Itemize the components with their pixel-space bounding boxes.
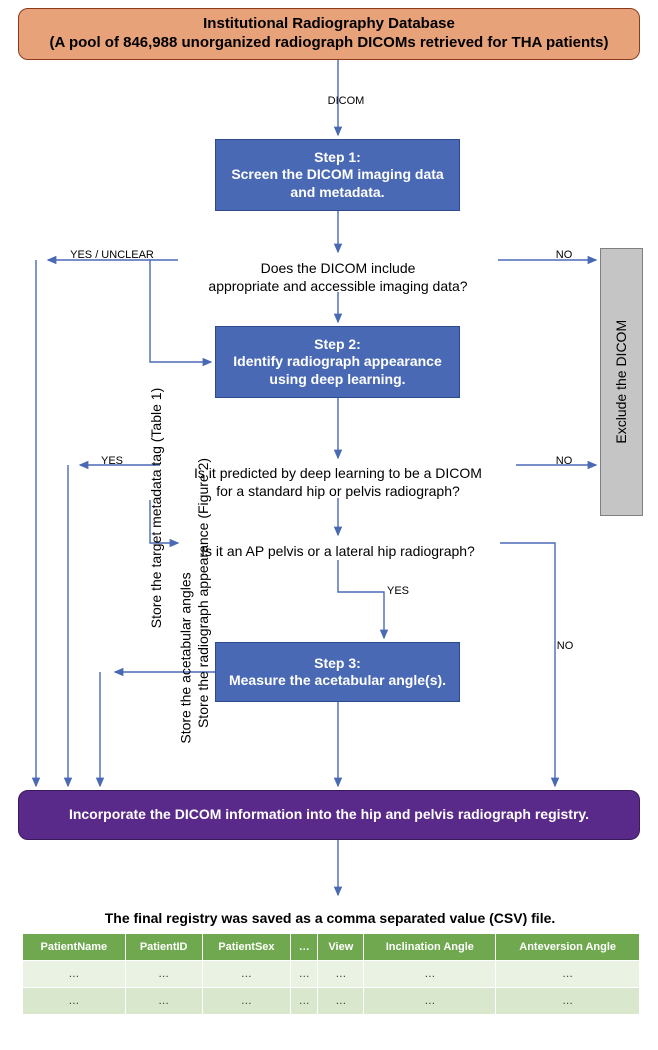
- table-cell: …: [291, 961, 318, 988]
- table-row: …………………: [23, 961, 640, 988]
- step-2-line3: using deep learning.: [233, 371, 442, 389]
- question-2-line2: for a standard hip or pelvis radiograph?: [158, 483, 518, 501]
- yes-label-2: YES: [101, 455, 123, 469]
- registry-label: Incorporate the DICOM information into t…: [69, 806, 589, 824]
- store-metadata-label: Store the target metadata tag (Table 1): [148, 388, 164, 628]
- table-header-cell: Inclination Angle: [364, 934, 496, 961]
- table-header-cell: PatientSex: [202, 934, 291, 961]
- exclude-box: Exclude the DICOM: [600, 248, 643, 516]
- table-cell: …: [202, 961, 291, 988]
- step-3-box: Step 3: Measure the acetabular angle(s).: [215, 642, 460, 702]
- question-2: Is it predicted by deep learning to be a…: [158, 465, 518, 500]
- step-2-title: Step 2:: [233, 336, 442, 354]
- table-cell: …: [23, 988, 126, 1015]
- table-cell: …: [23, 961, 126, 988]
- csv-table: PatientNamePatientIDPatientSex…ViewIncli…: [22, 933, 640, 1015]
- question-3: Is it an AP pelvis or a lateral hip radi…: [158, 543, 518, 561]
- header-subtitle: (A pool of 846,988 unorganized radiograp…: [50, 34, 609, 53]
- store-appearance-label: Store the radiograph appearance (Figure …: [195, 458, 211, 728]
- question-1-line1: Does the DICOM include: [178, 260, 498, 278]
- table-cell: …: [318, 988, 364, 1015]
- table-cell: …: [496, 988, 640, 1015]
- table-header-row: PatientNamePatientIDPatientSex…ViewIncli…: [23, 934, 640, 961]
- yes-label-3: YES: [387, 585, 409, 599]
- table-cell: …: [291, 988, 318, 1015]
- table-header-cell: Anteversion Angle: [496, 934, 640, 961]
- question-1-line2: appropriate and accessible imaging data?: [178, 278, 498, 296]
- table-header-cell: PatientID: [125, 934, 202, 961]
- database-header: Institutional Radiography Database (A po…: [18, 8, 640, 60]
- question-1: Does the DICOM include appropriate and a…: [178, 260, 498, 295]
- table-cell: …: [318, 961, 364, 988]
- no-label-1: NO: [556, 249, 573, 263]
- table-cell: …: [125, 961, 202, 988]
- table-body: ……………………………………: [23, 961, 640, 1015]
- table-cell: …: [125, 988, 202, 1015]
- step-1-line2: Screen the DICOM imaging data: [231, 166, 443, 184]
- step-2-box: Step 2: Identify radiograph appearance u…: [215, 326, 460, 398]
- table-cell: …: [202, 988, 291, 1015]
- header-title: Institutional Radiography Database: [50, 15, 609, 34]
- step-1-title: Step 1:: [231, 149, 443, 167]
- step-3-title: Step 3:: [229, 655, 446, 673]
- yes-unclear-label: YES / UNCLEAR: [70, 249, 154, 263]
- table-cell: …: [364, 961, 496, 988]
- no-label-2: NO: [556, 455, 573, 469]
- registry-box: Incorporate the DICOM information into t…: [18, 790, 640, 840]
- table-cell: …: [364, 988, 496, 1015]
- step-3-line2: Measure the acetabular angle(s).: [229, 672, 446, 690]
- no-label-3: NO: [557, 640, 574, 654]
- table-row: …………………: [23, 988, 640, 1015]
- step-2-line2: Identify radiograph appearance: [233, 353, 442, 371]
- question-2-line1: Is it predicted by deep learning to be a…: [158, 465, 518, 483]
- step-1-box: Step 1: Screen the DICOM imaging data an…: [215, 139, 460, 211]
- dicom-label: DICOM: [328, 95, 365, 109]
- final-label: The final registry was saved as a comma …: [20, 910, 640, 928]
- exclude-label: Exclude the DICOM: [613, 320, 631, 444]
- step-1-line3: and metadata.: [231, 184, 443, 202]
- table-header-cell: …: [291, 934, 318, 961]
- table-header-cell: PatientName: [23, 934, 126, 961]
- store-angles-label: Store the acetabular angles: [178, 572, 194, 743]
- table-header-cell: View: [318, 934, 364, 961]
- table-cell: …: [496, 961, 640, 988]
